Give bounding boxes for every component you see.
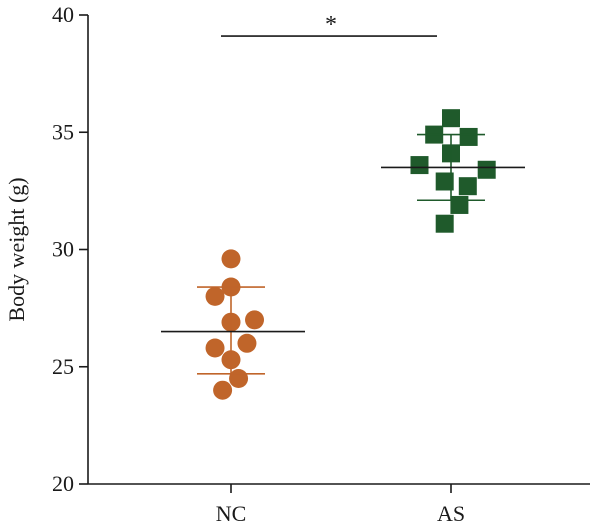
data-point [435, 214, 454, 233]
significance-bracket: * [221, 12, 437, 38]
x-tick-label: AS [437, 501, 465, 526]
data-groups [161, 109, 525, 400]
y-axis: 20 25 30 35 40 [52, 2, 89, 496]
data-point [205, 286, 225, 306]
data-point [442, 109, 460, 128]
y-axis-label: Body weight (g) [4, 177, 29, 321]
y-tick-label: 40 [52, 2, 74, 27]
y-tick-label: 35 [52, 119, 74, 144]
y-tick-label: 25 [52, 354, 74, 379]
group-nc [161, 249, 305, 400]
data-point [213, 380, 233, 400]
data-point [410, 156, 429, 175]
x-tick-label: NC [216, 501, 247, 526]
data-point [229, 368, 249, 388]
data-point [477, 160, 496, 179]
y-tick-label: 30 [52, 237, 74, 262]
significance-marker: * [325, 12, 337, 38]
y-tick-label: 20 [52, 471, 74, 496]
data-point [221, 249, 241, 269]
data-point [237, 333, 257, 353]
data-point [458, 177, 477, 196]
data-point [205, 338, 225, 358]
data-point [245, 310, 265, 330]
data-point [435, 172, 454, 191]
x-axis: NC AS [88, 483, 590, 526]
group-as [381, 109, 525, 233]
data-point [450, 195, 469, 214]
data-point [459, 127, 478, 146]
